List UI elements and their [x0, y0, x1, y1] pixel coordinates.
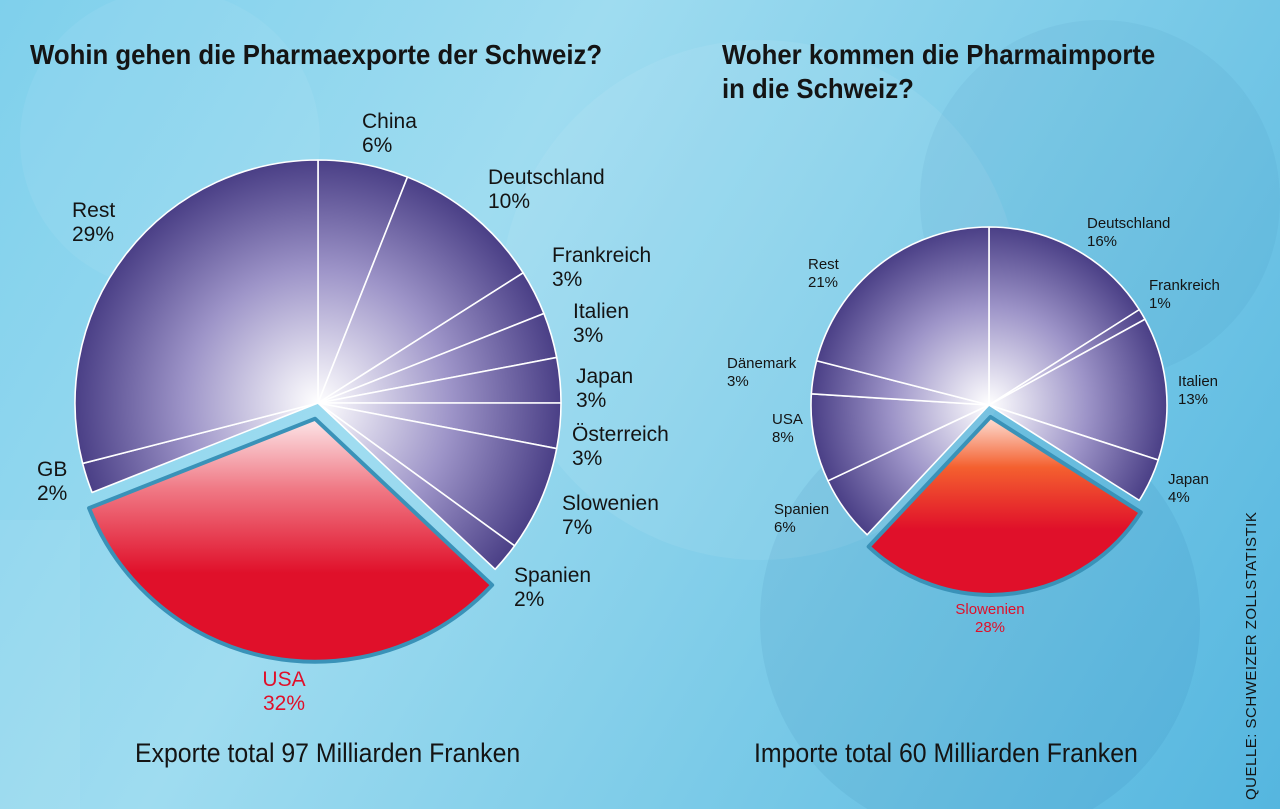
- export-label-rest: Rest: [72, 199, 115, 222]
- export-slice-rest: [74, 159, 319, 465]
- export-value-frankreich: 3%: [552, 268, 582, 291]
- export-value-spanien: 2%: [514, 588, 544, 611]
- export-value-usa: 32%: [263, 692, 305, 715]
- import-label-rest: Rest: [808, 256, 840, 273]
- import-slice-slowenien: [866, 414, 1143, 597]
- export-value-deutschland: 10%: [488, 190, 530, 213]
- export-value-slowenien: 7%: [562, 516, 592, 539]
- export-value-china: 6%: [362, 134, 392, 157]
- export-value-japan: 3%: [576, 389, 606, 412]
- export-label-frankreich: Frankreich: [552, 244, 651, 267]
- export-label-china: China: [362, 110, 417, 133]
- import-slice-usa: [810, 393, 990, 482]
- import-label-frankreich: Frankreich: [1149, 277, 1220, 294]
- export-label-oesterreich: Österreich: [572, 423, 669, 446]
- import-slice-rest: [815, 226, 990, 406]
- import-value-deutschland: 16%: [1087, 233, 1117, 250]
- export-chart-title: Wohin gehen die Pharmaexporte der Schwei…: [30, 39, 603, 70]
- export-total-label: Exporte total 97 Milliarden Franken: [135, 738, 521, 768]
- import-slice-italien: [988, 318, 1168, 461]
- export-value-oesterreich: 3%: [572, 447, 602, 470]
- export-slice-spanien: [317, 402, 516, 571]
- export-pie: China6%Deutschland10%Frankreich3%Italien…: [37, 110, 669, 715]
- import-value-daenemark: 3%: [727, 373, 749, 390]
- export-label-italien: Italien: [573, 300, 629, 323]
- import-value-spanien: 6%: [774, 519, 796, 536]
- export-label-gb: GB: [37, 458, 67, 481]
- import-slice-japan: [988, 404, 1160, 502]
- import-label-deutschland: Deutschland: [1087, 215, 1170, 232]
- import-value-slowenien: 28%: [975, 619, 1005, 636]
- import-label-slowenien: Slowenien: [955, 601, 1024, 618]
- import-slice-deutschland: [988, 226, 1141, 406]
- export-slice-deutschland: [317, 176, 524, 404]
- import-value-japan: 4%: [1168, 489, 1190, 506]
- export-slice-usa: [87, 416, 495, 664]
- export-label-japan: Japan: [576, 365, 633, 388]
- export-value-italien: 3%: [573, 324, 603, 347]
- export-label-deutschland: Deutschland: [488, 166, 605, 189]
- import-chart-title: Woher kommen die Pharmaimporte in die Sch…: [722, 39, 1156, 104]
- export-value-gb: 2%: [37, 482, 67, 505]
- export-label-spanien: Spanien: [514, 564, 591, 587]
- import-value-usa: 8%: [772, 429, 794, 446]
- import-label-spanien: Spanien: [774, 501, 829, 518]
- export-value-rest: 29%: [72, 223, 114, 246]
- export-slice-slowenien: [317, 402, 558, 547]
- import-value-frankreich: 1%: [1149, 295, 1171, 312]
- import-total-label: Importe total 60 Milliarden Franken: [754, 738, 1138, 768]
- import-label-usa: USA: [772, 411, 803, 428]
- export-label-slowenien: Slowenien: [562, 492, 659, 515]
- export-label-usa: USA: [262, 668, 305, 691]
- source-note: QUELLE: SCHWEIZER ZOLLSTATISTIK: [1243, 511, 1260, 800]
- import-value-rest: 21%: [808, 274, 838, 291]
- import-value-italien: 13%: [1178, 391, 1208, 408]
- import-label-japan: Japan: [1168, 471, 1209, 488]
- import-label-italien: Italien: [1178, 373, 1218, 390]
- import-label-daenemark: Dänemark: [727, 355, 797, 372]
